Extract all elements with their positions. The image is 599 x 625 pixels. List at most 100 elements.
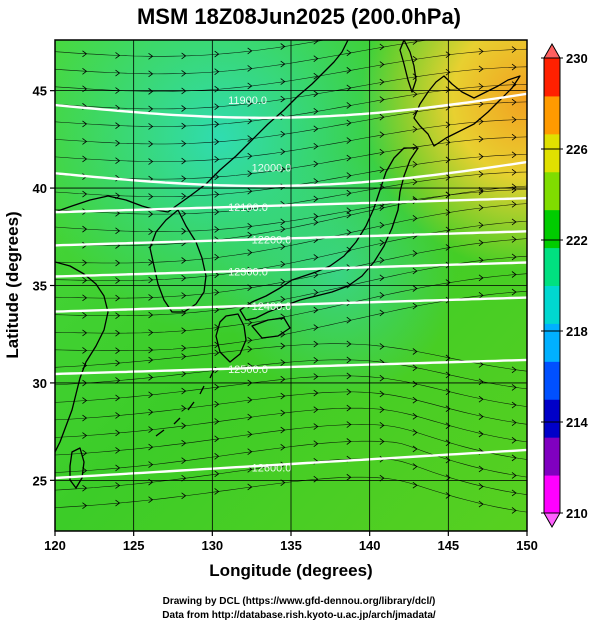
wind-arrow (181, 422, 187, 430)
wind-arrow (214, 418, 220, 425)
wind-arrow (346, 340, 352, 348)
wind-arrow (445, 226, 451, 234)
wind-arrow (412, 302, 418, 310)
wind-arrow (511, 218, 517, 226)
wind-arrow (214, 68, 220, 75)
wind-arrow (115, 52, 121, 59)
wind-arrow (412, 73, 418, 80)
wind-arrow (346, 438, 352, 445)
wind-arrow (280, 43, 286, 50)
wind-arrow (247, 336, 253, 344)
wind-arrow (181, 175, 187, 182)
y-axis-label: Latitude (degrees) (3, 211, 22, 358)
colorbar-segment (544, 247, 560, 286)
wind-arrow (82, 294, 88, 302)
wind-arrow (511, 63, 517, 71)
wind-arrow (313, 356, 319, 364)
wind-arrow (478, 292, 484, 299)
wind-arrow (412, 267, 418, 275)
wind-arrow (214, 156, 220, 163)
wind-arrow (379, 438, 385, 445)
wind-arrow (115, 464, 121, 472)
wind-arrow (82, 449, 88, 457)
wind-arrow (82, 155, 88, 163)
chart-title: MSM 18Z08Jun2025 (200.0hPa) (137, 4, 461, 29)
wind-arrow (346, 154, 352, 162)
colorbar-label: 218 (566, 324, 588, 339)
wind-arrow (313, 373, 319, 380)
wind-arrow (181, 274, 187, 282)
wind-arrow (346, 172, 352, 179)
wind-arrow (82, 502, 88, 509)
wind-arrow (445, 422, 451, 430)
wind-arrow (82, 397, 88, 404)
colorbar-segment (544, 209, 560, 249)
wind-arrow (247, 135, 253, 142)
wind-arrow (445, 40, 447, 41)
wind-arrow (115, 294, 121, 302)
wind-arrow (313, 40, 319, 45)
wind-arrow (115, 499, 121, 507)
wind-arrow (148, 356, 154, 364)
wind-arrow (214, 383, 220, 391)
wind-arrow (313, 90, 319, 98)
wind-arrow (511, 472, 517, 479)
wind-arrow (148, 443, 154, 451)
wind-arrow (412, 40, 418, 45)
wind-arrow (313, 125, 319, 133)
wind-arrow (412, 463, 418, 470)
wind-arrow (82, 138, 88, 145)
wind-arrow (412, 250, 418, 257)
colorbar-segment (544, 323, 560, 362)
wind-arrow (148, 391, 154, 399)
wind-arrow (214, 488, 220, 495)
wind-arrow (181, 210, 187, 218)
wind-arrow (247, 345, 253, 353)
wind-arrow (148, 294, 154, 301)
wind-arrow (478, 118, 484, 125)
wind-arrow (478, 221, 484, 229)
wind-arrow (478, 500, 484, 508)
wind-arrow (214, 50, 220, 58)
wind-arrow (379, 256, 385, 264)
wind-arrow (346, 189, 352, 197)
wind-arrow (280, 165, 286, 173)
wind-arrow (478, 100, 484, 108)
x-tick-label: 120 (44, 538, 66, 553)
wind-arrow (115, 429, 121, 437)
wind-arrow (214, 349, 220, 357)
wind-arrow (82, 67, 88, 75)
wind-arrow (412, 285, 418, 292)
wind-arrow (247, 47, 253, 55)
wind-arrow (445, 371, 451, 379)
wind-arrow (412, 396, 418, 404)
contour-label: 11900.0 (228, 95, 267, 107)
wind-arrow (445, 405, 451, 413)
wind-arrow (181, 344, 187, 352)
wind-arrow (247, 65, 253, 72)
wind-arrow (313, 72, 319, 80)
wind-arrow (412, 215, 418, 222)
wind-arrow (247, 249, 253, 256)
wind-arrow (511, 236, 517, 243)
wind-arrow (445, 86, 451, 94)
wind-arrow (511, 436, 517, 444)
wind-arrow (445, 139, 451, 146)
contour-label: 12400.0 (252, 301, 292, 313)
wind-arrow (214, 452, 220, 460)
colorbar: 230 226 222 218 214 210 (541, 42, 588, 529)
wind-arrow (82, 190, 88, 198)
wind-arrow (313, 475, 319, 483)
contour-label: 12500.0 (228, 364, 268, 376)
asia-mainland-coastline (55, 40, 349, 213)
wind-arrow (313, 55, 319, 63)
wind-arrow (379, 221, 385, 229)
wind-arrow (148, 158, 154, 165)
colorbar-segment (544, 171, 560, 211)
wind-arrow (280, 295, 286, 303)
wind-arrow (280, 225, 286, 233)
wind-arrow (82, 225, 88, 233)
wind-arrow (478, 430, 484, 438)
wind-arrow (511, 46, 517, 53)
wind-arrow (445, 68, 451, 76)
